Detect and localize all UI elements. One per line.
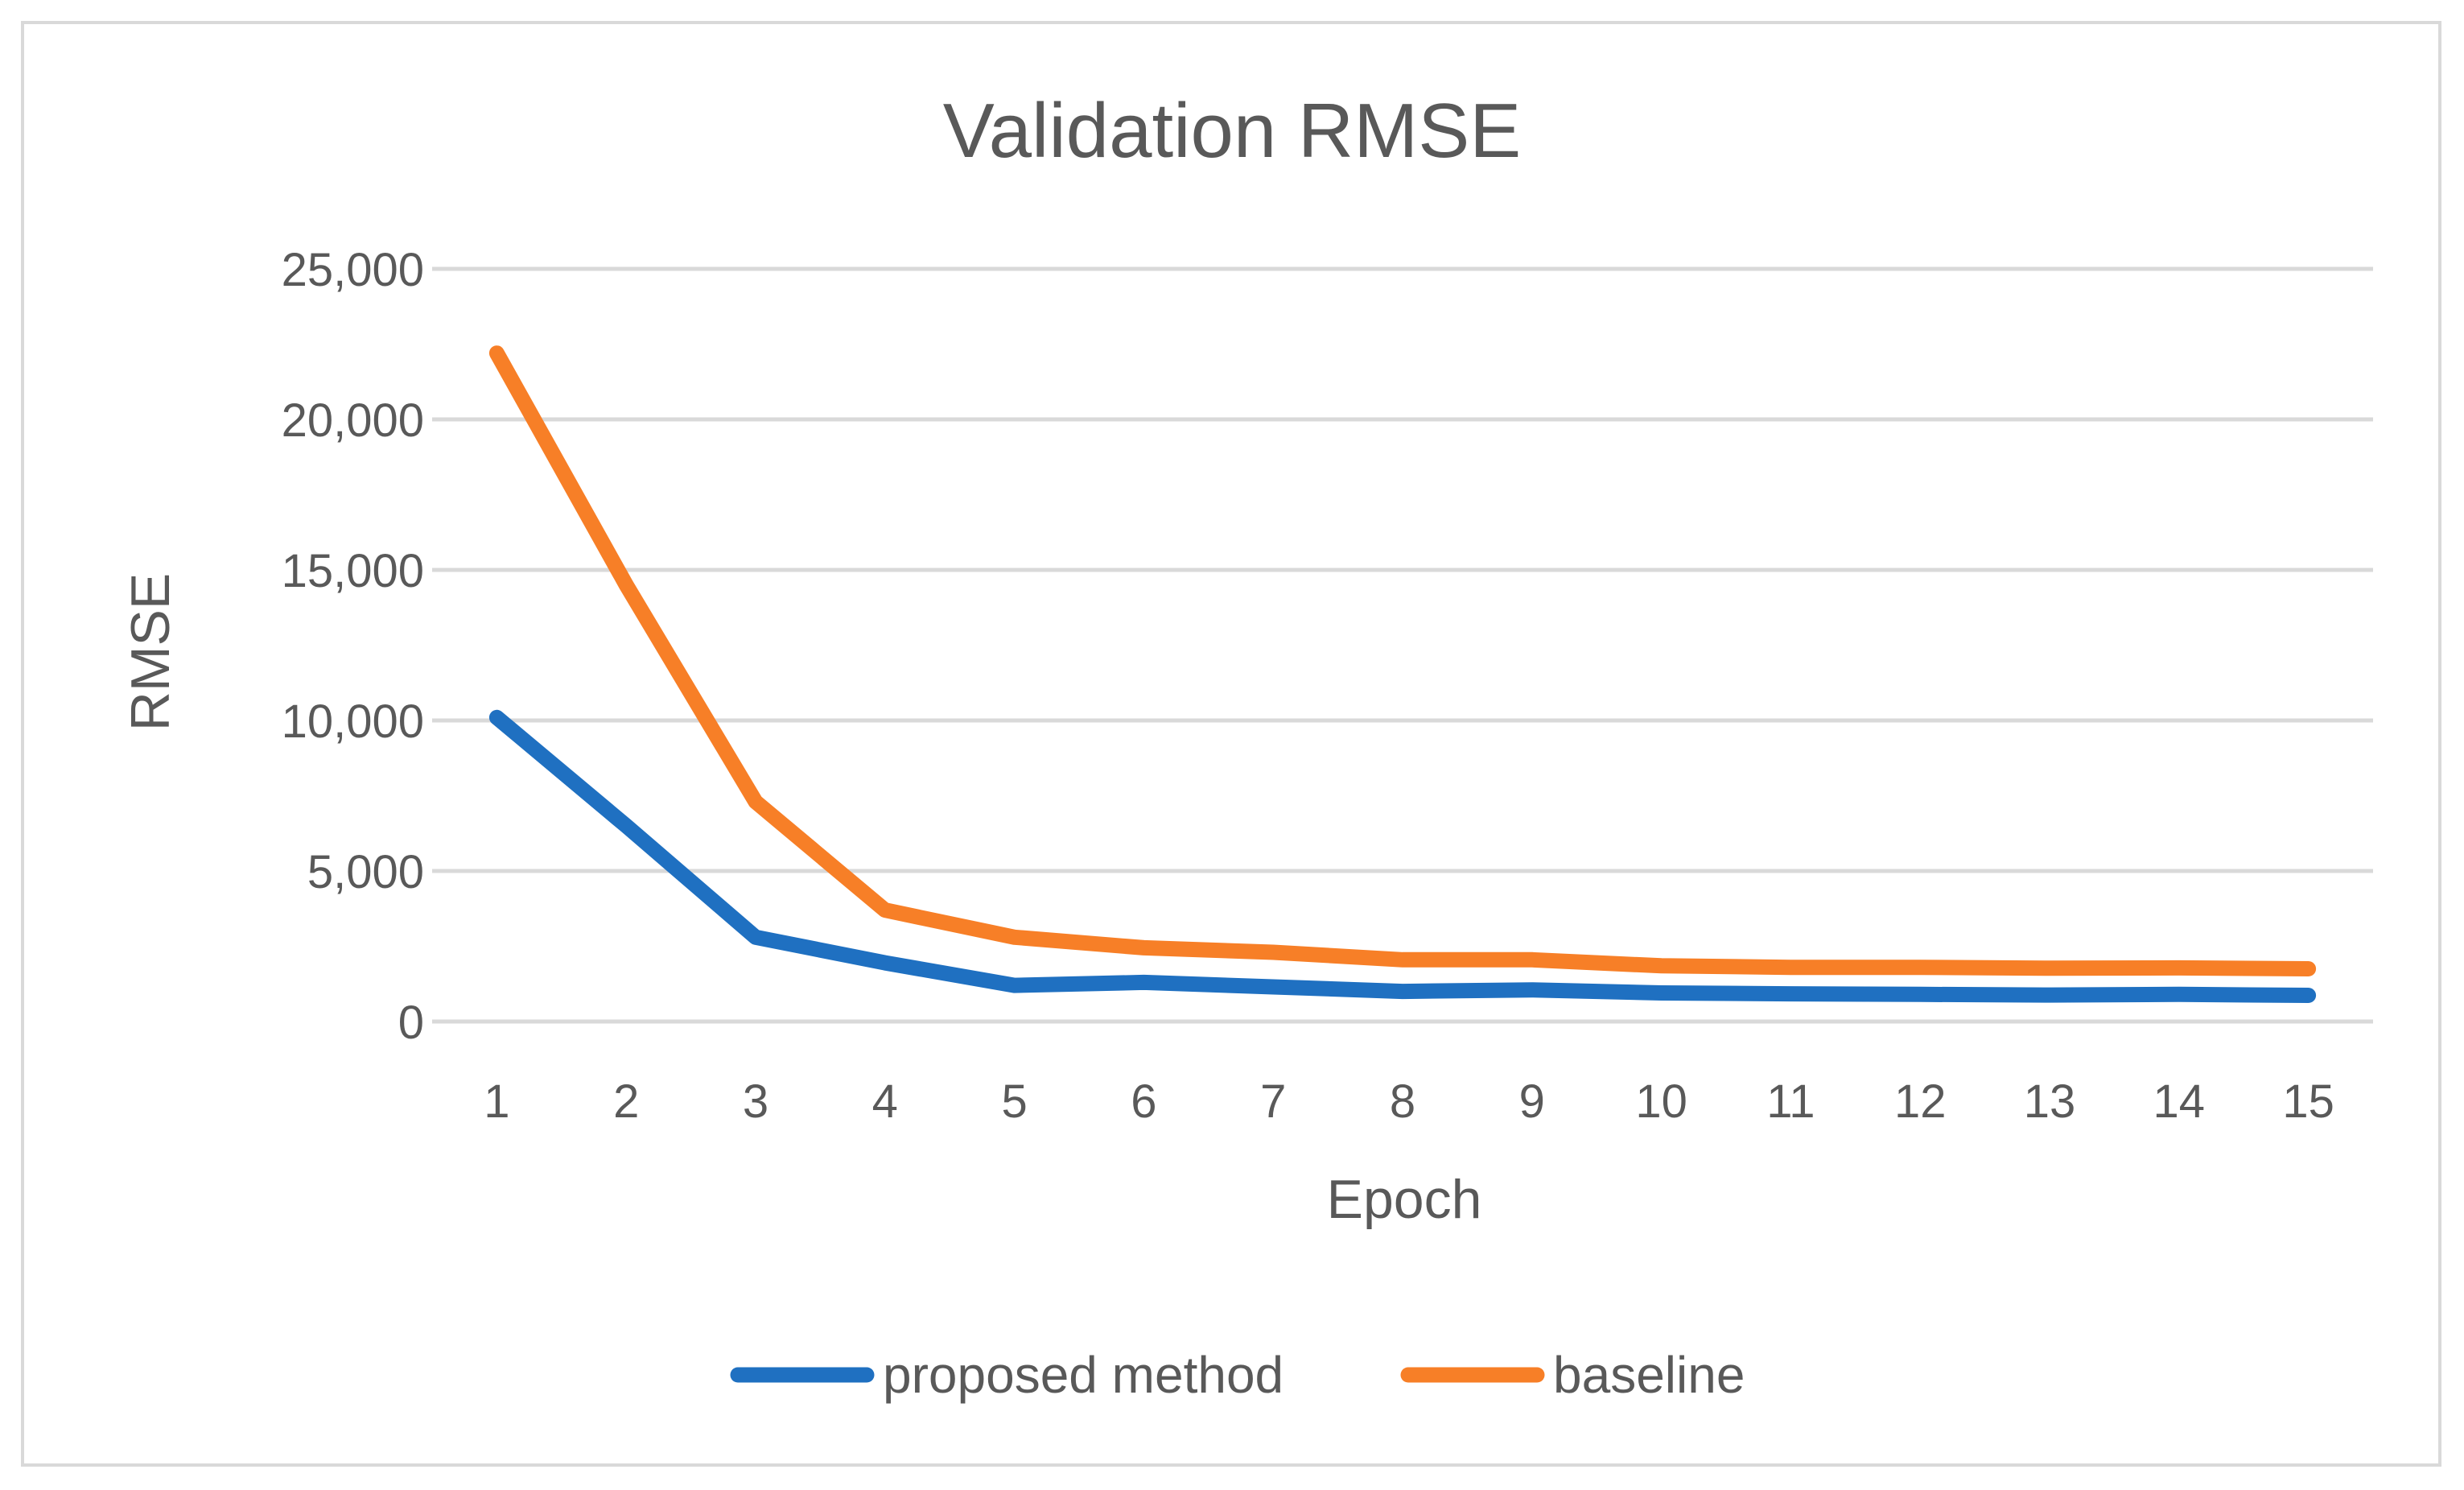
x-tick-label: 13 [2024,1075,2076,1128]
legend-label-baseline: baseline [1553,1346,1745,1404]
x-axis-ticks: 1 2 3 4 5 6 7 8 9 10 11 12 13 14 15 [484,1075,2334,1128]
x-tick-label: 1 [484,1075,509,1128]
y-tick-label: 25,000 [282,244,424,296]
gridlines [432,266,2373,1024]
x-tick-label: 5 [1001,1075,1027,1128]
y-tick-label: 10,000 [282,695,424,748]
x-tick-label: 12 [1894,1075,1947,1128]
x-tick-label: 11 [1766,1075,1815,1128]
y-tick-label: 20,000 [282,394,424,447]
x-tick-label: 15 [2282,1075,2334,1128]
series-lines [488,345,2317,1003]
x-tick-label: 7 [1260,1075,1286,1128]
y-tick-label: 5,000 [307,846,424,898]
chart-title: Validation RMSE [943,88,1522,174]
y-axis-ticks: 0 5,000 10,000 15,000 20,000 25,000 [282,244,424,1049]
x-tick-label: 10 [1635,1075,1687,1128]
chart-frame [21,21,2441,1467]
x-tick-label: 9 [1519,1075,1545,1128]
x-axis-title: Epoch [1327,1169,1482,1230]
x-tick-label: 6 [1131,1075,1156,1128]
y-tick-label: 0 [398,997,424,1049]
x-tick-label: 2 [613,1075,639,1128]
y-tick-label: 15,000 [282,545,424,597]
series-line-baseline [488,345,2317,976]
legend-label-proposed-method: proposed method [883,1346,1284,1404]
x-tick-label: 8 [1390,1075,1415,1128]
x-tick-label: 4 [872,1075,898,1128]
y-axis-title: RMSE [120,573,181,731]
legend: proposed method baseline [730,1346,1745,1404]
x-tick-label: 3 [743,1075,768,1128]
series-line-proposed-method [488,709,2317,1003]
x-tick-label: 14 [2153,1075,2206,1128]
